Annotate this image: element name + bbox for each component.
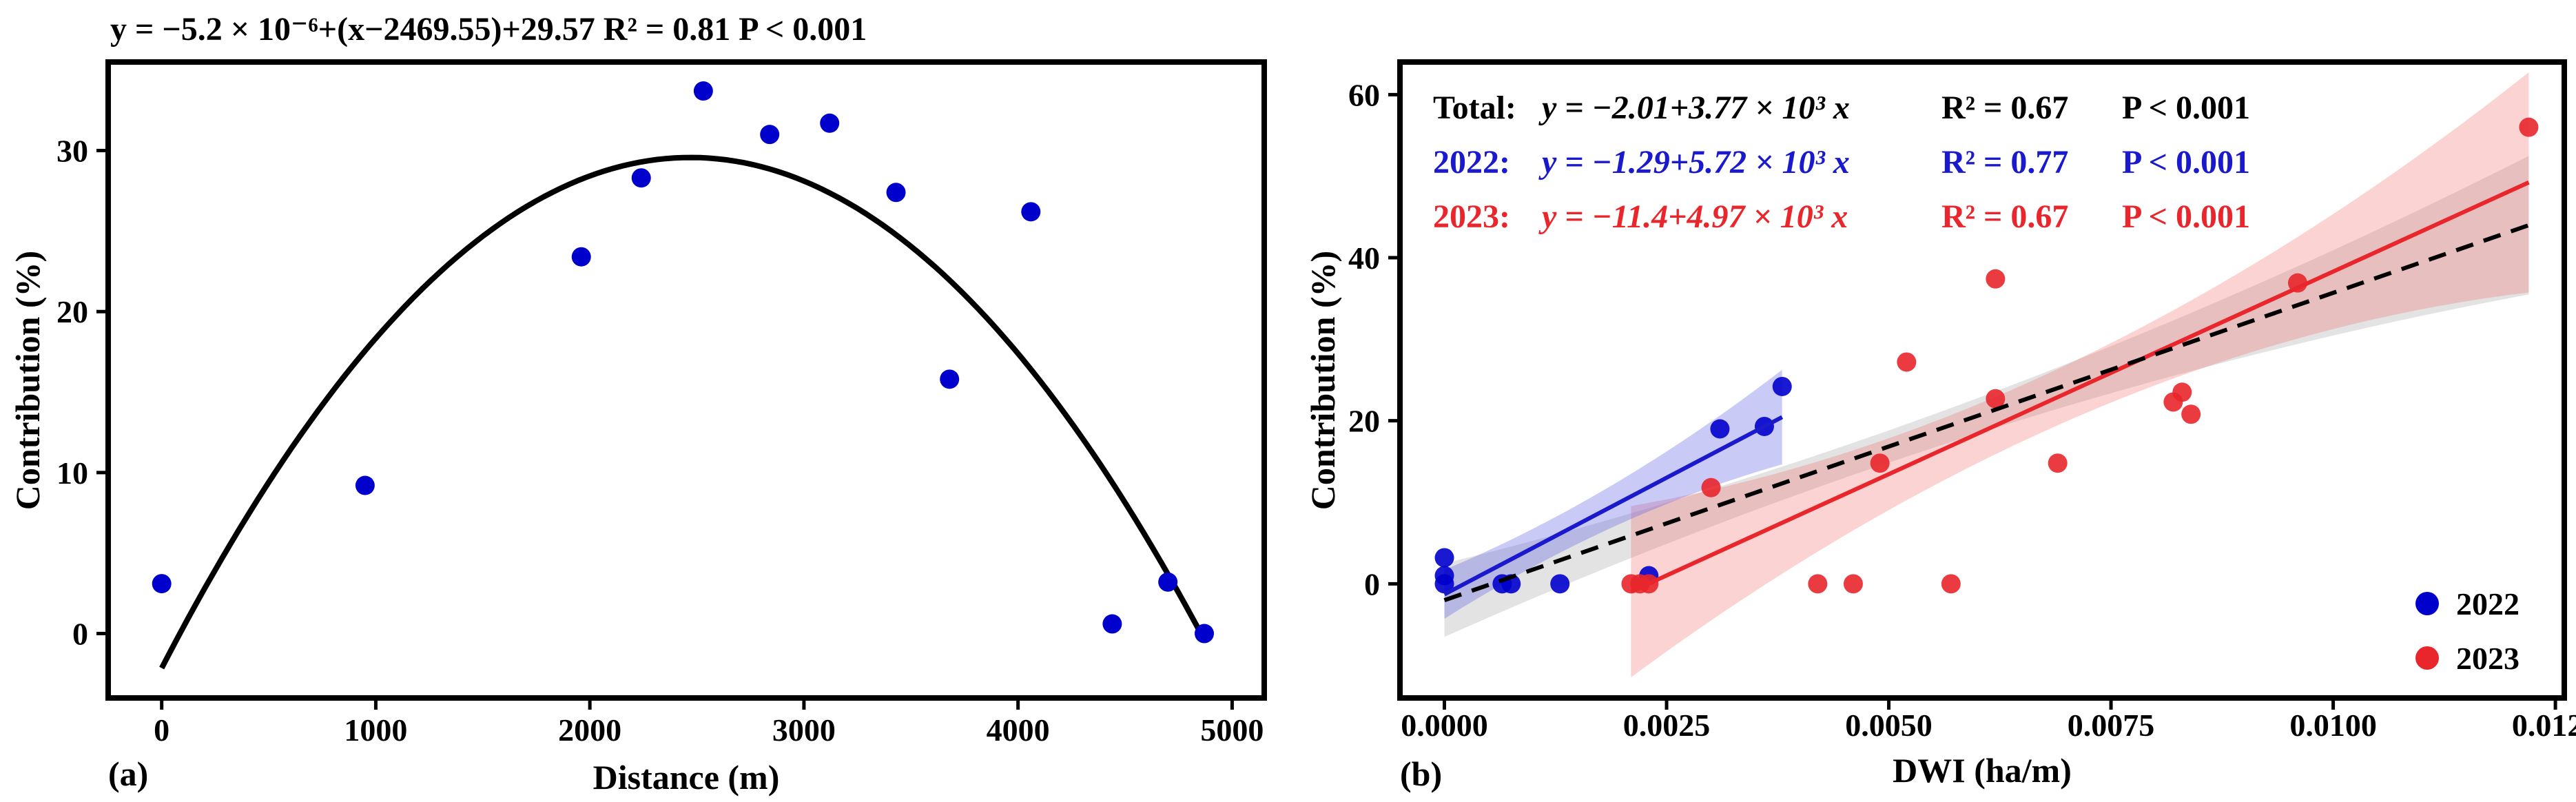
point-2022 [1550, 574, 1570, 594]
panel-a-ytick-label: 30 [56, 134, 88, 169]
point-2023 [2181, 404, 2201, 424]
panel-b-xtick-label: 0.0125 [2512, 708, 2576, 743]
panel-a-label: (a) [108, 754, 148, 793]
equation-2022-eq: y = −1.29+5.72 × 10³ x [1538, 144, 1850, 181]
panel-a: y = −5.2 × 10⁻⁶+(x−2469.55)+29.57 R² = 0… [8, 11, 1267, 796]
panel-a-xtick-label: 4000 [987, 712, 1050, 748]
point-2023 [1808, 574, 1828, 594]
panel-a-point [693, 81, 713, 101]
panel-a-equation: y = −5.2 × 10⁻⁶+(x−2469.55)+29.57 R² = 0… [110, 11, 867, 48]
equation-2023-label: 2023: [1433, 198, 1510, 235]
panel-a-xtick-label: 1000 [344, 712, 407, 748]
panel-b-xtick-label: 0.0025 [1623, 708, 1711, 743]
panel-a-ytick-label: 20 [56, 294, 88, 329]
panel-a-xtick-label: 0 [154, 712, 169, 748]
panel-a-ytick-label: 0 [72, 617, 88, 652]
point-2023 [1843, 574, 1863, 594]
panel-b-label: (b) [1400, 754, 1442, 793]
equation-total-label: Total: [1433, 90, 1516, 126]
equation-2022-r2: R² = 0.77 [1941, 144, 2068, 181]
panel-a-xtick-label: 2000 [558, 712, 621, 748]
equation-2022-p: P < 0.001 [2122, 144, 2250, 181]
panel-a-point [355, 475, 375, 495]
panel-b-ytick-label: 60 [1348, 77, 1380, 112]
equation-total-p: P < 0.001 [2122, 90, 2250, 126]
panel-b-ytick-label: 20 [1348, 404, 1380, 439]
panel-a-fit-curve [159, 154, 1207, 670]
panel-b-ytick-label: 0 [1364, 566, 1380, 602]
panel-a-xtick-label: 5000 [1200, 712, 1264, 748]
point-2023 [1941, 574, 1961, 594]
equation-2023-eq: y = −11.4+4.97 × 10³ x [1538, 198, 1848, 235]
point-2022 [1710, 419, 1730, 439]
panel-a-point [760, 125, 780, 145]
panel-a-point [152, 574, 172, 594]
panel-a-xlabel: Distance (m) [593, 758, 780, 796]
panel-b-xtick-label: 0.0075 [2068, 708, 2155, 743]
point-2023 [1986, 389, 2006, 409]
panel-b-xlabel: DWI (ha/m) [1893, 751, 2072, 790]
legend-marker-2023 [2415, 646, 2439, 670]
equation-2023: 2023: y = −11.4+4.97 × 10³ x R² = 0.67 P… [1433, 198, 2250, 235]
panel-a-point [940, 369, 960, 389]
legend-marker-2022 [2415, 592, 2439, 615]
fit-line-2022 [1443, 415, 1784, 597]
point-2023 [1870, 453, 1890, 473]
point-2023 [2519, 117, 2539, 137]
panel-b: 0.0000 0.0025 0.0050 0.0075 0.0100 0.0125 0 20… [1304, 59, 2576, 793]
equation-total: Total: y = −2.01+3.77 × 10³ x R² = 0.67 … [1433, 90, 2250, 126]
point-2023 [2048, 453, 2068, 473]
panel-b-xtick-label: 0.0100 [2289, 708, 2377, 743]
equation-total-r2: R² = 0.67 [1941, 90, 2068, 126]
panel-a-ylabel: Contribution (%) [8, 251, 47, 510]
panel-a-point [886, 183, 906, 203]
band-2022 [1444, 369, 1782, 619]
panel-b-ylabel: Contribution (%) [1304, 251, 1342, 510]
panel-a-point [1021, 202, 1041, 222]
panel-a-point [1158, 572, 1178, 592]
point-2023 [1701, 477, 1721, 497]
band-2023 [1631, 72, 2529, 677]
fit-line-total [1443, 223, 2530, 602]
panel-b-frame [1397, 59, 2567, 701]
panel-a-point [571, 247, 591, 267]
panel-a-point [820, 113, 840, 133]
panel-a-frame [105, 59, 1267, 701]
point-2022 [1434, 548, 1454, 568]
panel-a-ytick-label: 10 [56, 455, 88, 491]
panel-b-ytick-label: 40 [1348, 240, 1380, 276]
equation-2022: 2022: y = −1.29+5.72 × 10³ x R² = 0.77 P… [1433, 144, 2250, 181]
point-2023 [1986, 269, 2006, 289]
panel-a-point [1194, 624, 1214, 644]
legend-label-2022: 2022 [2456, 586, 2520, 621]
equation-total-eq: y = −2.01+3.77 × 10³ x [1538, 90, 1850, 126]
equation-2023-p: P < 0.001 [2122, 198, 2250, 235]
equation-2023-r2: R² = 0.67 [1941, 198, 2068, 235]
panel-b-xtick-label: 0.0050 [1845, 708, 1933, 743]
panel-b-xtick-label: 0.0000 [1401, 708, 1488, 743]
panel-a-point [631, 168, 651, 188]
point-2022 [1772, 376, 1792, 396]
point-2022 [1434, 574, 1454, 594]
legend: 2022 2023 [2415, 586, 2520, 676]
panel-a-point [1102, 614, 1122, 634]
equation-2022-label: 2022: [1433, 144, 1510, 181]
panel-a-xtick-label: 3000 [772, 712, 836, 748]
legend-label-2023: 2023 [2456, 641, 2520, 676]
point-2023 [1897, 352, 1917, 372]
fit-line-2023 [1630, 181, 2530, 594]
point-2023 [2172, 382, 2192, 402]
